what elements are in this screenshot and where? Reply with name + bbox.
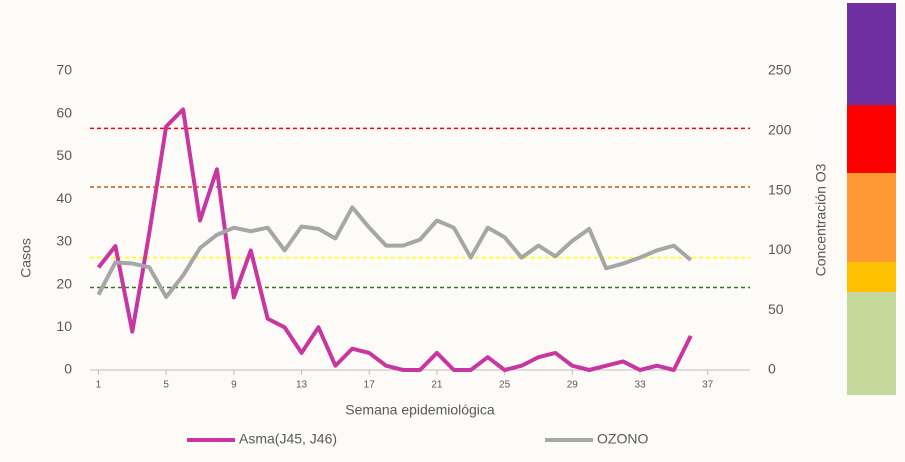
scale-green [847,292,896,395]
y-tick-label: 0 [64,361,72,377]
legend-label: Asma(J45, J46) [239,431,337,447]
x-tick-label: 21 [431,380,443,391]
y2-tick-label: 50 [768,301,784,317]
y2-tick-label: 200 [768,122,792,138]
y2-tick-label: 100 [768,241,792,257]
x-tick-label: 17 [364,380,376,391]
legend-label: OZONO [597,431,648,447]
series-line [96,107,693,372]
scale-purple [847,3,896,105]
x-tick-label: 5 [163,380,169,391]
y-tick-label: 50 [56,147,72,163]
x-tick-label: 37 [702,380,714,391]
y2-axis-label: Concentración O3 [813,163,829,276]
x-tick-label: 33 [634,380,646,391]
x-axis-label: Semana epidemiológica [345,402,495,418]
y-tick-label: 30 [56,233,72,249]
y-tick-label: 60 [56,104,72,120]
scale-red [847,105,896,173]
x-tick-label: 29 [567,380,579,391]
x-tick-label: 25 [499,380,511,391]
x-tick-label: 1 [96,380,102,391]
y2-tick-label: 250 [768,62,792,78]
x-tick-label: 13 [296,380,308,391]
y-tick-label: 10 [56,318,72,334]
color-scale [847,3,896,395]
y-axis-label: Casos [18,238,34,278]
y-tick-label: 40 [56,190,72,206]
x-tick-label: 9 [231,380,237,391]
scale-orange [847,173,896,262]
y2-tick-label: 0 [768,361,776,377]
y2-tick-label: 150 [768,181,792,197]
scale-yellow [847,262,896,292]
y-tick-label: 70 [56,62,72,78]
y-tick-label: 20 [56,275,72,291]
series-line [96,205,693,300]
